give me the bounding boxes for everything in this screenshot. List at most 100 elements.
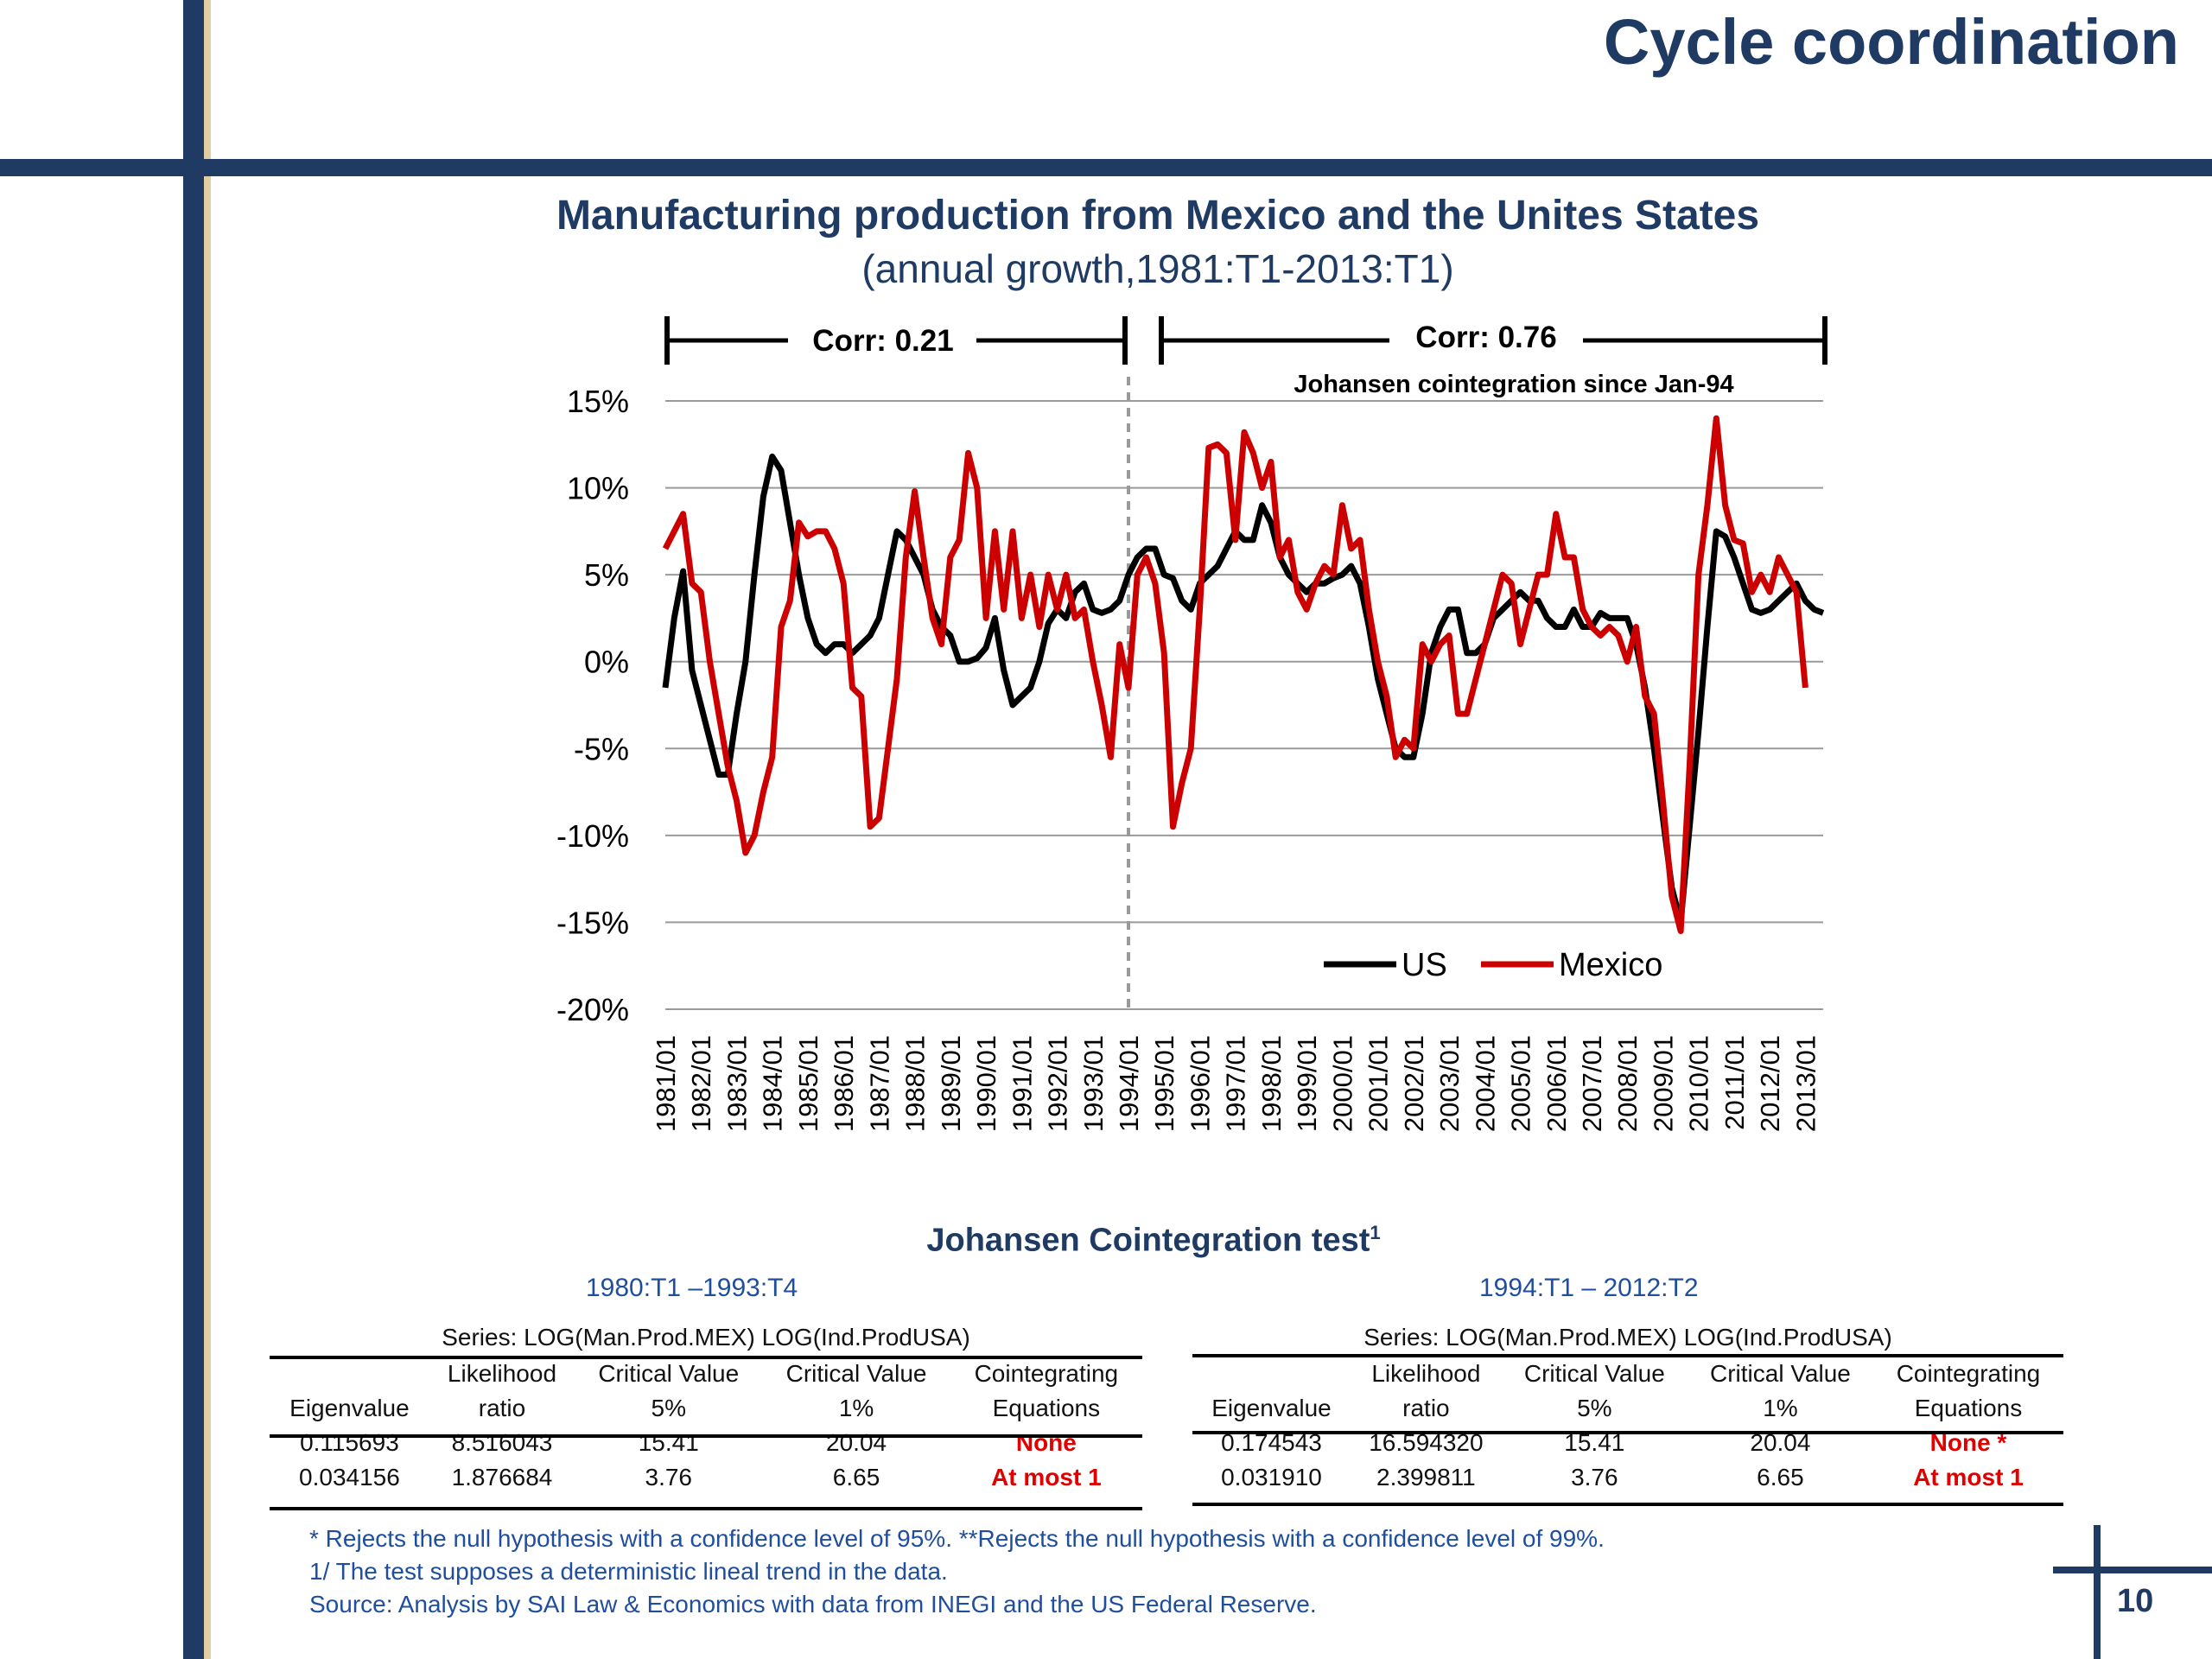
period-left: 1980:T1 –1993:T4 [586,1274,798,1302]
table-rule [1192,1354,2063,1357]
x-tick-label: 1996/01 [1185,1035,1215,1132]
x-tick-label: 2009/01 [1648,1035,1678,1132]
cointegration-table-right: Series: LOG(Man.Prod.MEX) LOG(Ind.ProdUS… [1192,1319,2063,1495]
header-critical-1: Critical Value 1% [1688,1357,1873,1426]
x-tick-label: 1988/01 [900,1035,931,1132]
x-tick-label: 1992/01 [1043,1035,1073,1132]
chart-subtitle: (annual growth,1981:T1-2013:T1) [861,246,1454,291]
header-text: Critical Value [598,1360,740,1387]
cointegration-note: Johansen cointegration since Jan-94 [1294,371,1733,398]
x-tick-label: 2002/01 [1399,1035,1429,1132]
period-right: 1994:T1 – 2012:T2 [1479,1274,1699,1302]
header-likelihood: Likelihood ratio [1351,1357,1502,1426]
x-tick-label: 2003/01 [1434,1035,1465,1132]
y-tick-label: 10% [567,471,629,506]
y-tick-label: -10% [556,818,629,854]
table-rule [270,1507,1142,1510]
cointegration-heading: Johansen Cointegration test1 [721,1222,1586,1260]
legend-label-mexico: Mexico [1559,947,1662,983]
header-text: ratio [478,1395,526,1421]
table-rule [1192,1503,2063,1506]
table-rule [1192,1431,2063,1434]
table-cell: 20.04 [826,1429,887,1456]
header-likelihood: Likelihood ratio [429,1357,575,1426]
line-chart: 15%10%5%0%-5%-10%-15%-20%1981/01 1982/01 1… [556,316,1827,1132]
chart-title: Manufacturing production from Mexico and… [556,193,1760,238]
table-row: 0.034156 1.876684 3.76 6.65 At most 1 [270,1460,1142,1495]
x-tick-label: 1982/01 [686,1035,716,1132]
corr-right-label: Corr: 0.76 [1415,321,1556,354]
x-tick-label: 2004/01 [1470,1035,1500,1132]
legend-label-us: US [1402,947,1447,983]
table-cell: 15.41 [638,1429,699,1456]
y-tick-label: 0% [584,645,629,680]
header-text: Likelihood [447,1360,557,1387]
y-tick-label: -5% [574,731,629,766]
page-number: 10 [2117,1583,2154,1619]
header-text: Likelihood [1371,1360,1481,1387]
header-text: ratio [1402,1395,1450,1421]
header-text: Cointegrating [1896,1360,2041,1387]
x-tick-label: 2013/01 [1790,1035,1821,1132]
x-tick-label: 1983/01 [721,1035,752,1132]
series-label: Series: LOG(Man.Prod.MEX) LOG(Ind.ProdUS… [1363,1324,1892,1351]
header-critical-5: Critical Value 5% [1502,1357,1688,1426]
header-equations: Cointegrating Equations [950,1357,1142,1426]
x-tick-label: 1984/01 [758,1035,788,1132]
footnotes: * Rejects the null hypothesis with a con… [309,1522,1605,1621]
footnote: 1/ The test supposes a deterministic lin… [309,1558,948,1585]
x-tick-label: 1989/01 [936,1035,966,1132]
x-tick-label: 2001/01 [1363,1035,1394,1132]
cointegration-table-left: Series: LOG(Man.Prod.MEX) LOG(Ind.ProdUS… [270,1319,1142,1495]
header-text: Eigenvalue [289,1395,410,1421]
table-cell: 8.516043 [451,1429,553,1456]
x-tick-label: 2006/01 [1541,1035,1572,1132]
table-row: 0.031910 2.399811 3.76 6.65 At most 1 [1192,1460,2063,1495]
x-tick-label: 2010/01 [1684,1035,1714,1132]
x-tick-label: 1990/01 [971,1035,1001,1132]
x-tick-label: 1998/01 [1256,1035,1287,1132]
table-cell: At most 1 [991,1464,1102,1491]
x-tick-label: 2011/01 [1719,1035,1750,1130]
x-tick-label: 2000/01 [1327,1035,1357,1132]
table-cell: 6.65 [832,1464,880,1491]
x-tick-label: 1985/01 [793,1035,823,1132]
table-cell: 0.034156 [299,1464,400,1491]
frame-vertical-accent [204,0,211,1659]
series-line-mexico [662,415,1808,934]
x-tick-label: 1993/01 [1078,1035,1109,1132]
page-title: Cycle coordination [1603,6,2179,78]
table-cell: 1.876684 [451,1464,553,1491]
corner-cross-vertical [2094,1525,2101,1659]
footnote: Source: Analysis by SAI Law & Economics … [309,1591,1317,1618]
x-tick-label: 1986/01 [829,1035,859,1132]
header-text: Critical Value [1709,1360,1851,1387]
header-text: Equations [1914,1395,2023,1421]
table-cell: 2.399811 [1376,1464,1476,1491]
y-tick-label: 5% [584,557,629,593]
header-text: Critical Value [1523,1360,1665,1387]
corr-left-bg [788,320,976,361]
x-tick-label: 1999/01 [1292,1035,1322,1132]
x-tick-label: 2005/01 [1506,1035,1536,1132]
frame-horizontal-bar [0,159,2212,176]
x-tick-label: 2012/01 [1755,1035,1785,1132]
table-cell: 3.76 [1571,1464,1618,1491]
corr-right-bg [1389,316,1583,358]
y-tick-label: -20% [556,992,629,1027]
x-tick-label: 1995/01 [1149,1035,1179,1132]
table-cell: At most 1 [1913,1464,2024,1491]
header-text: Eigenvalue [1211,1395,1332,1421]
table-cell: 0.115693 [300,1429,399,1456]
header-text: 5% [1577,1395,1612,1421]
header-text: 5% [651,1395,686,1421]
x-tick-label: 1997/01 [1221,1035,1251,1132]
x-tick-label: 2007/01 [1577,1035,1607,1132]
header-eigenvalue: Eigenvalue [270,1357,429,1426]
header-text: Critical Value [785,1360,927,1387]
series-line-us [662,453,1825,925]
y-tick-label: -15% [556,905,629,940]
table-rule [270,1434,1142,1438]
table-cell: None [1015,1429,1077,1456]
header-eigenvalue: Eigenvalue [1192,1357,1351,1426]
